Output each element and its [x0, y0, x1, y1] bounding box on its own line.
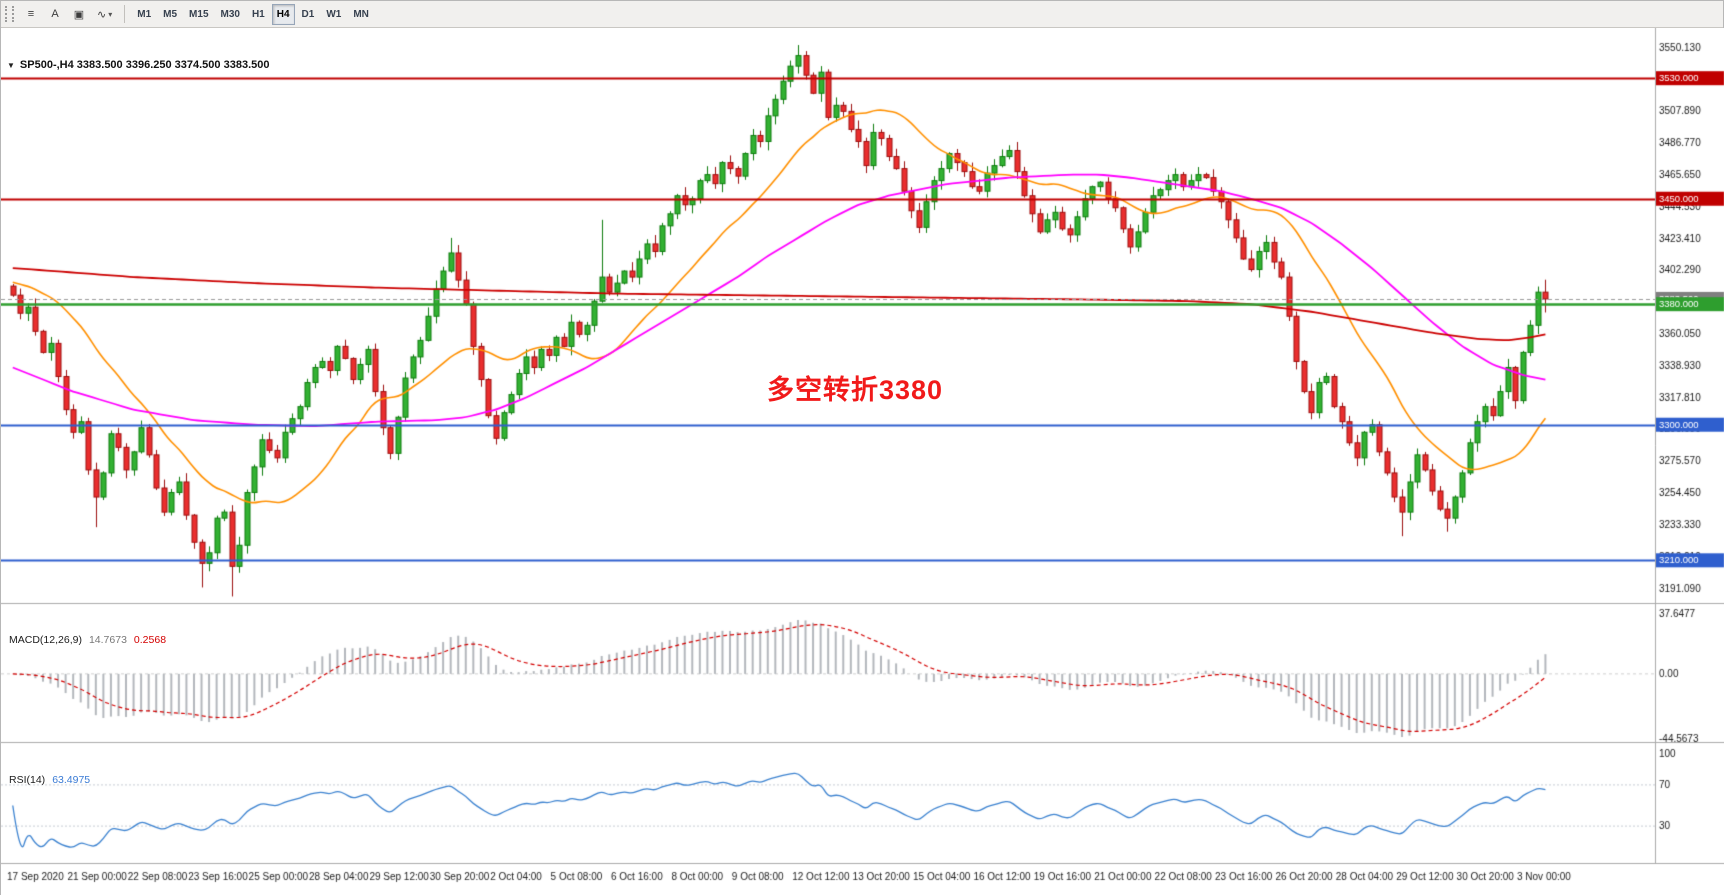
- tf-button-m30[interactable]: M30: [216, 4, 245, 25]
- tf-button-m1[interactable]: M1: [132, 4, 156, 25]
- tf-button-mn[interactable]: MN: [348, 4, 374, 25]
- chart-area: ▼ SP500-,H4 3383.500 3396.250 3374.500 3…: [1, 28, 1724, 896]
- box-icon: ▣: [73, 8, 85, 21]
- price-chart-canvas[interactable]: [1, 28, 1724, 896]
- tf-button-m15[interactable]: M15: [184, 4, 213, 25]
- top-toolbar: ≡ A ▣ ∿ ▾ M1 M5 M15 M30 H1 H4 D1 W1 MN: [1, 1, 1723, 28]
- objects-icon[interactable]: ▣: [68, 4, 90, 25]
- chevron-down-icon: ▾: [108, 9, 113, 19]
- chart-list-icon[interactable]: ≡: [20, 4, 42, 25]
- tf-button-h1[interactable]: H1: [247, 4, 270, 25]
- letter-a-icon: A: [51, 8, 59, 20]
- tf-button-h4[interactable]: H4: [271, 3, 295, 25]
- tf-button-w1[interactable]: W1: [321, 4, 346, 25]
- text-tool-icon[interactable]: A: [44, 4, 66, 25]
- lines-icon: ≡: [27, 8, 35, 20]
- indicators-icon[interactable]: ∿ ▾: [92, 4, 117, 25]
- tf-button-m5[interactable]: M5: [158, 4, 182, 25]
- tf-button-d1[interactable]: D1: [297, 4, 320, 25]
- toolbar-grip[interactable]: [5, 6, 14, 22]
- polyline-icon: ∿: [97, 8, 107, 21]
- toolbar-separator: [124, 5, 126, 23]
